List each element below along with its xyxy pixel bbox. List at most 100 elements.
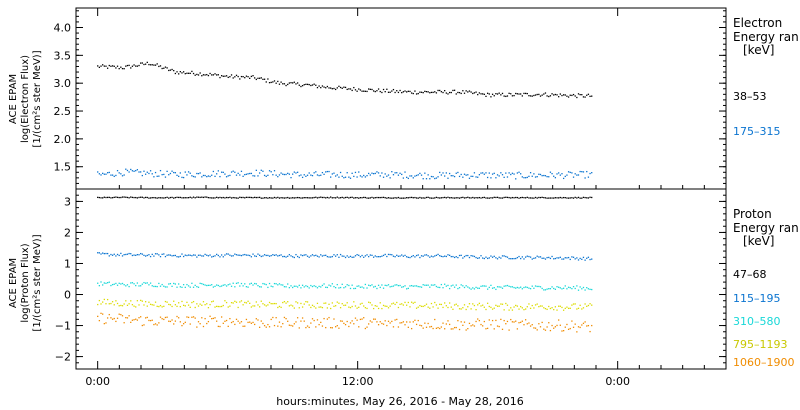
proton-point [100,281,102,283]
proton-point [551,307,553,309]
proton-point [415,254,418,257]
proton-point [496,305,499,307]
proton-point [164,255,167,258]
proton-point [468,322,471,325]
electron-point [293,81,295,83]
proton-point [158,282,160,285]
proton-point [166,254,168,256]
proton-point [478,319,481,322]
proton-point [250,196,253,199]
electron-point [207,74,210,77]
electron-point [206,73,208,76]
electron-point [97,171,99,173]
proton-point [551,324,553,327]
electron-point [574,95,576,97]
proton-point [98,284,101,287]
proton-point [343,287,345,289]
proton-point [120,313,122,316]
proton-point [153,285,155,288]
proton-point [528,322,530,324]
electron-point [123,68,125,70]
proton-point [179,286,181,288]
electron-point [397,174,400,176]
proton-point [366,197,368,199]
proton-point [270,254,272,257]
proton-point [544,289,547,291]
proton-point [192,254,195,256]
electron-point [219,76,221,79]
electron-point [391,90,393,92]
electron-series-1 [97,168,593,180]
electron-point [130,168,132,171]
electron-point [282,83,284,85]
electron-point [131,65,134,67]
proton-point [237,282,239,284]
electron-point [521,95,523,97]
proton-point [462,285,464,287]
proton-point [224,300,226,302]
proton-point [513,306,515,308]
proton-point [310,255,312,257]
proton-point [283,286,286,288]
electron-point [338,176,340,178]
proton-point [394,284,396,286]
proton-point [477,257,479,259]
proton-point [538,256,540,258]
proton-point [477,318,479,320]
electron-point [485,172,487,174]
proton-point [120,304,122,307]
proton-point [511,258,514,260]
proton-point [366,307,368,310]
proton-legend-310-580: 310–580 [733,315,781,328]
proton-point [102,252,104,254]
proton-point [174,196,177,199]
proton-point [310,197,312,199]
electron-point [534,176,537,178]
proton-point [159,197,162,199]
proton-point [201,196,203,198]
electron-point [562,177,565,180]
proton-point [189,254,191,256]
electron-point [148,63,150,66]
electron-point [159,169,162,172]
proton-point [235,254,238,256]
electron-legend-unit: [keV] [743,43,774,57]
proton-point [587,197,590,199]
proton-point [486,197,489,199]
proton-point [366,287,368,289]
electron-point [173,171,175,174]
proton-ylabel-line-1: ACE EPAM [8,258,19,308]
electron-point [559,93,561,95]
electron-point [524,92,527,95]
electron-point [240,170,243,172]
proton-point [520,257,522,260]
proton-point [521,288,523,290]
proton-point [369,285,371,287]
proton-point [171,305,173,308]
electron-point [435,177,438,179]
proton-point [305,285,307,287]
proton-point [448,323,451,326]
electron-point [546,176,548,178]
proton-point [313,285,315,287]
proton-point [554,257,557,260]
electron-point [156,63,158,65]
proton-point [417,254,419,256]
proton-point [237,306,239,309]
electron-point [168,174,170,176]
proton-point [407,301,409,304]
proton-point [437,307,439,309]
electron-point [396,172,398,174]
proton-point [146,305,148,307]
proton-point [485,256,487,258]
proton-point [296,302,299,304]
proton-point [282,284,284,286]
proton-point [348,306,350,308]
proton-point [220,197,223,199]
proton-point [103,298,105,301]
proton-point [427,322,429,325]
proton-point [260,286,262,288]
proton-point [579,257,581,260]
proton-point [325,286,327,288]
proton-point [298,256,300,259]
